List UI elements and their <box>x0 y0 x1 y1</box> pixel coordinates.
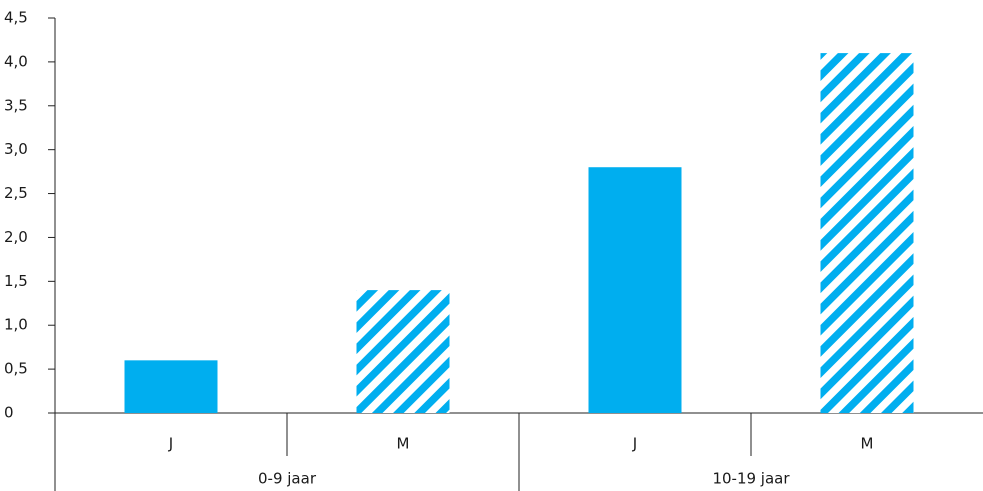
group-label: 10-19 jaar <box>712 470 790 488</box>
y-tick-label: 1,5 <box>4 272 28 290</box>
bar-0-9-jaar-J <box>124 360 218 413</box>
x-axis-labels: J M 0-9 jaar J M 10-19 jaar <box>168 435 874 488</box>
y-tick-label: 0 <box>4 404 14 422</box>
y-tick-label: 0,5 <box>4 360 28 378</box>
x-tick-label: M <box>397 435 410 453</box>
y-tick-label: 3,5 <box>4 96 28 114</box>
group-label: 0-9 jaar <box>258 470 317 488</box>
bar-0-9-jaar-M <box>356 290 450 413</box>
y-tick-label: 4,0 <box>4 52 28 70</box>
bar-10-19-jaar-M <box>820 53 914 413</box>
y-tick-label: 2,0 <box>4 228 28 246</box>
x-tick-label: J <box>168 435 173 453</box>
x-tick-label: M <box>861 435 874 453</box>
y-tick-label: 2,5 <box>4 184 28 202</box>
y-tick-label: 1,0 <box>4 316 28 334</box>
y-tick-label: 3,0 <box>4 140 28 158</box>
y-tick-label: 4,5 <box>4 9 28 27</box>
y-axis-ticks: 0 0,5 1,0 1,5 2,0 2,5 3,0 3,5 4,0 4,5 <box>4 9 55 422</box>
x-tick-label: J <box>632 435 637 453</box>
bar-10-19-jaar-J <box>588 167 682 413</box>
bars <box>124 53 914 413</box>
